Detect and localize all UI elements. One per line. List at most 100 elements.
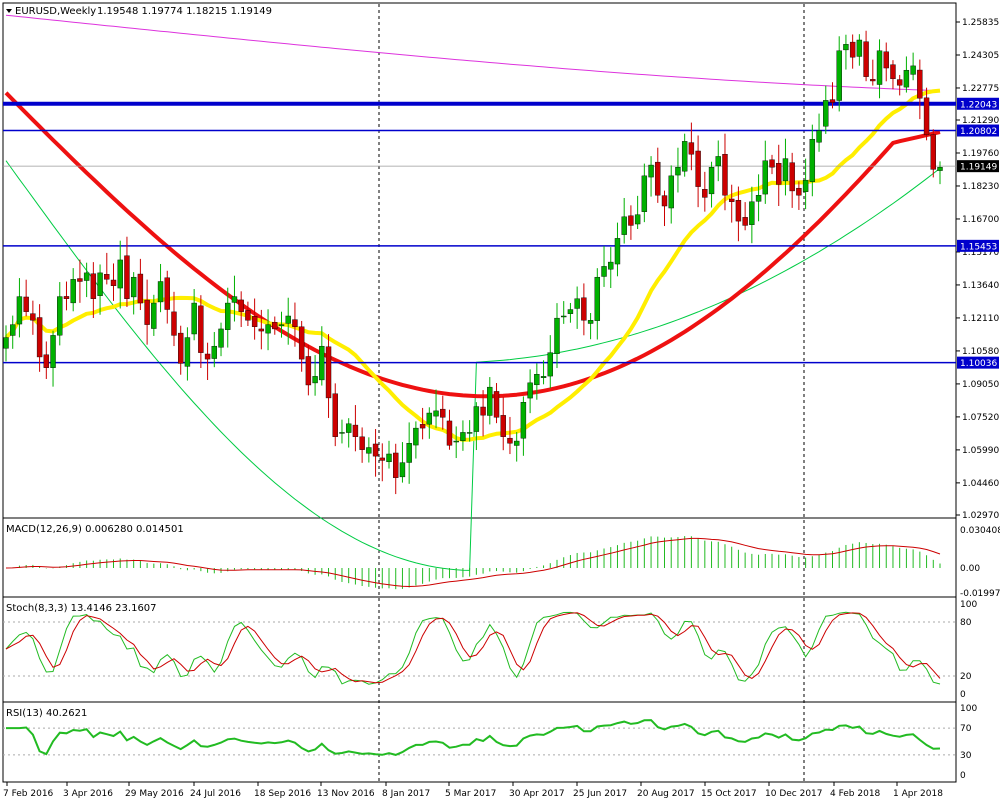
candle[interactable] (352, 405, 359, 452)
candle[interactable] (742, 202, 748, 231)
candle[interactable] (258, 309, 265, 350)
candle[interactable] (366, 437, 372, 463)
candle[interactable] (63, 281, 70, 311)
candle[interactable] (581, 283, 587, 336)
candle[interactable] (681, 133, 688, 177)
candle[interactable] (292, 302, 298, 347)
candle[interactable] (151, 294, 157, 336)
candle[interactable] (345, 418, 352, 448)
candle[interactable] (379, 443, 385, 482)
candle[interactable] (184, 327, 191, 381)
candle[interactable] (406, 422, 412, 484)
candle[interactable] (10, 315, 16, 349)
candle[interactable] (124, 236, 130, 307)
candle[interactable] (923, 87, 930, 141)
candle[interactable] (836, 36, 842, 112)
candle[interactable] (117, 240, 123, 309)
candle[interactable] (218, 322, 224, 357)
candle[interactable] (688, 122, 695, 171)
candle[interactable] (272, 316, 278, 335)
candle[interactable] (493, 383, 500, 424)
candle[interactable] (829, 82, 836, 109)
candle[interactable] (547, 335, 553, 389)
candle[interactable] (191, 289, 197, 341)
candle[interactable] (433, 389, 439, 429)
candle[interactable] (587, 312, 594, 340)
candle[interactable] (870, 59, 876, 86)
candle[interactable] (23, 279, 29, 317)
candle[interactable] (77, 259, 83, 303)
candle[interactable] (513, 432, 520, 462)
candle[interactable] (413, 421, 419, 459)
candle[interactable] (339, 419, 345, 444)
candle[interactable] (755, 174, 762, 222)
candle[interactable] (446, 409, 453, 450)
candle[interactable] (3, 325, 9, 362)
candle[interactable] (144, 279, 150, 345)
candle[interactable] (298, 320, 305, 372)
candle[interactable] (426, 407, 433, 439)
candle[interactable] (419, 407, 426, 440)
candle[interactable] (843, 34, 849, 70)
candle[interactable] (896, 74, 903, 96)
candle[interactable] (722, 133, 728, 211)
candle[interactable] (876, 39, 883, 99)
candle[interactable] (305, 344, 312, 396)
candle[interactable] (50, 330, 56, 387)
candle[interactable] (278, 311, 285, 338)
candle[interactable] (534, 363, 540, 400)
candle[interactable] (735, 186, 742, 242)
candle[interactable] (137, 258, 144, 311)
candle[interactable] (325, 334, 332, 418)
candle[interactable] (110, 263, 117, 301)
candle[interactable] (561, 301, 567, 324)
candle[interactable] (285, 297, 291, 345)
candle[interactable] (789, 152, 795, 208)
candle[interactable] (883, 42, 889, 82)
candle[interactable] (634, 195, 641, 230)
candle[interactable] (70, 268, 76, 312)
candle[interactable] (466, 420, 473, 442)
candle[interactable] (332, 383, 338, 447)
candle[interactable] (30, 300, 36, 335)
candle[interactable] (265, 309, 271, 351)
candle[interactable] (225, 287, 231, 348)
candle[interactable] (319, 326, 325, 386)
candle[interactable] (856, 34, 863, 66)
candle[interactable] (500, 396, 506, 451)
candle[interactable] (668, 165, 674, 224)
candle[interactable] (816, 113, 822, 152)
candle[interactable] (554, 303, 560, 369)
candle[interactable] (245, 301, 251, 326)
candle[interactable] (802, 158, 809, 210)
candle[interactable] (399, 442, 406, 483)
candle[interactable] (440, 395, 446, 430)
candle[interactable] (90, 262, 97, 318)
candle[interactable] (480, 390, 486, 437)
candle[interactable] (594, 268, 601, 340)
candle[interactable] (574, 286, 580, 329)
candle[interactable] (675, 147, 681, 193)
candle[interactable] (749, 186, 755, 244)
candle[interactable] (16, 278, 23, 338)
candle[interactable] (178, 325, 184, 375)
candle[interactable] (487, 377, 493, 425)
candle[interactable] (614, 222, 621, 277)
candle[interactable] (823, 85, 829, 134)
candle[interactable] (782, 138, 789, 196)
candle[interactable] (157, 263, 164, 313)
candle[interactable] (507, 416, 513, 455)
candle[interactable] (621, 197, 627, 244)
candle[interactable] (601, 245, 607, 287)
candle[interactable] (473, 402, 480, 451)
candle[interactable] (762, 140, 768, 204)
candle[interactable] (238, 291, 244, 328)
candle[interactable] (917, 59, 923, 120)
candle[interactable] (776, 144, 782, 206)
candle[interactable] (171, 291, 177, 347)
candle[interactable] (527, 369, 533, 414)
candle[interactable] (359, 427, 365, 463)
candle[interactable] (460, 420, 466, 451)
candle[interactable] (608, 247, 614, 288)
